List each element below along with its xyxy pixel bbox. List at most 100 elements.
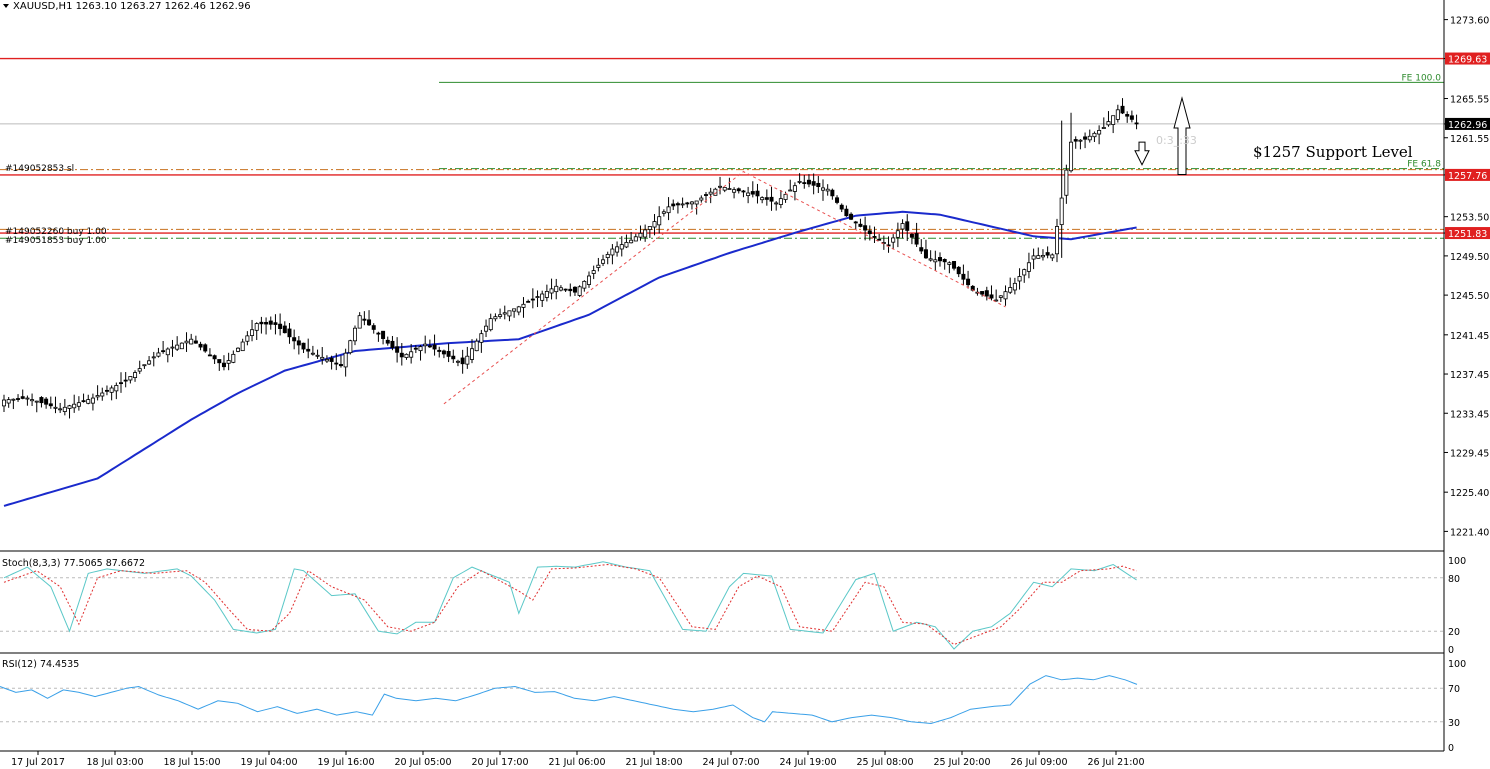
candle-body	[774, 202, 779, 205]
candle-body	[320, 356, 325, 360]
candle-body	[661, 211, 666, 214]
candle-body	[282, 325, 287, 334]
candle-body	[797, 180, 802, 183]
rsi-line	[0, 675, 1138, 725]
candle-body	[657, 216, 662, 226]
candle-body	[989, 294, 994, 299]
candle-body	[750, 191, 755, 195]
candle-body	[1083, 136, 1088, 140]
candle-body	[128, 376, 133, 381]
candle-body	[647, 226, 652, 230]
arrow-annotations	[1134, 96, 1191, 176]
stoch-main-line	[3, 561, 1137, 650]
candle-body	[722, 187, 727, 191]
candle-body	[446, 350, 451, 357]
candle-body	[778, 198, 783, 205]
candle-body	[362, 318, 367, 321]
candle-body	[16, 398, 21, 400]
candle-body	[638, 232, 643, 238]
candle-body	[48, 403, 53, 407]
candle-body	[455, 360, 460, 363]
candle-body	[783, 193, 788, 200]
candle-body	[568, 288, 573, 292]
candle-body	[474, 340, 479, 352]
dropdown-triangle-icon[interactable]	[3, 4, 9, 8]
candle-body	[175, 344, 180, 350]
candle-body	[240, 341, 245, 352]
candle-body	[451, 355, 456, 360]
candle-body	[376, 332, 381, 335]
moving-average	[3, 210, 1137, 507]
candle-body	[390, 340, 395, 349]
candle-body	[226, 360, 231, 364]
candle-body	[86, 399, 91, 404]
candle-body	[694, 200, 699, 205]
candle-body	[221, 362, 226, 368]
candle-body	[133, 372, 138, 379]
candle-body	[198, 343, 203, 348]
candle-body	[942, 259, 947, 263]
candle-body	[53, 406, 58, 409]
candle-body	[250, 329, 255, 336]
candle-body	[596, 264, 601, 268]
candle-body	[268, 320, 273, 325]
candle-body	[591, 270, 596, 274]
candle-body	[615, 246, 620, 253]
candle-body	[170, 346, 175, 349]
candle-body	[1078, 139, 1083, 142]
candle-body	[867, 230, 872, 235]
up-arrow	[1173, 96, 1191, 176]
candle-body	[652, 221, 657, 228]
rsi-tick-label: 70	[1448, 684, 1460, 695]
candle-body	[25, 397, 30, 400]
candle-body	[179, 342, 184, 350]
price-tick-label: 1241.45	[1450, 331, 1489, 342]
candle-body	[811, 181, 816, 186]
candle-body	[1069, 141, 1074, 172]
candle-body	[577, 286, 582, 296]
candle-body	[441, 350, 446, 355]
candle-body	[30, 399, 35, 402]
candle-body	[203, 344, 208, 352]
candle-body	[193, 340, 198, 344]
candle-body	[231, 353, 236, 363]
price-badge	[1445, 227, 1490, 240]
candle-body	[746, 192, 751, 196]
candle-body	[161, 350, 166, 353]
time-tick-label: 26 Jul 21:00	[1088, 757, 1145, 768]
candle-body	[348, 340, 353, 354]
stoch-panel	[0, 561, 1444, 650]
candle-body	[741, 190, 746, 193]
candle-body	[821, 187, 826, 191]
candle-body	[338, 364, 343, 367]
rsi-tick-label: 100	[1448, 659, 1466, 670]
time-tick-label: 21 Jul 06:00	[549, 757, 606, 768]
candle-body	[905, 221, 910, 231]
candle-body	[671, 203, 676, 207]
candle-body	[554, 285, 559, 293]
candle-body	[264, 321, 269, 325]
candle-body	[334, 362, 339, 365]
candle-body	[409, 351, 414, 358]
candle-body	[877, 238, 882, 241]
candle-body	[1026, 262, 1031, 272]
candle-body	[806, 179, 811, 185]
candle-body	[315, 354, 320, 357]
candle-body	[643, 229, 648, 238]
time-tick-label: 20 Jul 05:00	[395, 757, 452, 768]
down-arrow	[1134, 141, 1150, 166]
candle-body	[123, 379, 128, 382]
time-tick-label: 18 Jul 03:00	[87, 757, 144, 768]
price-badge	[1445, 52, 1490, 65]
candle-body	[296, 340, 301, 346]
candle-body	[587, 275, 592, 285]
candle-body	[1003, 291, 1008, 300]
candle-body	[67, 405, 72, 409]
candle-body	[329, 357, 334, 362]
candle-body	[675, 203, 680, 206]
candle-body	[629, 239, 634, 244]
candle-body	[1125, 114, 1130, 117]
candle-body	[872, 236, 877, 238]
candle-body	[994, 299, 999, 302]
